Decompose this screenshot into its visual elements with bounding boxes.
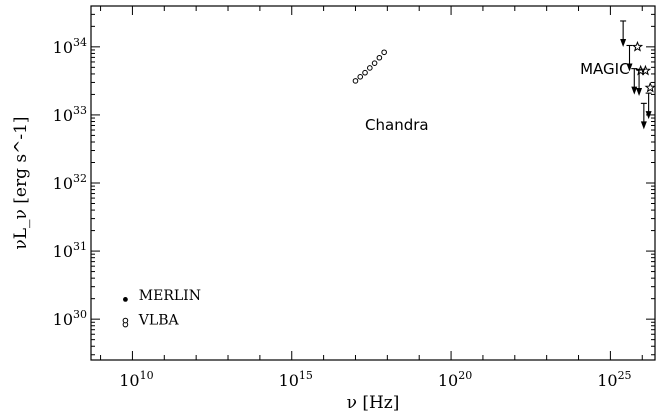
open-circle-point	[357, 74, 364, 80]
upper-limit-arrow	[631, 86, 638, 95]
x-tick-label: 1020	[438, 369, 472, 390]
y-tick-label: 1032	[53, 172, 87, 193]
x-axis-label: ν [Hz]	[347, 393, 400, 413]
upper-limit-arrow	[640, 121, 647, 130]
x-tick-label: 1025	[597, 369, 631, 390]
upper-limit-arrow	[620, 38, 627, 47]
open-circle-point	[122, 317, 129, 324]
open-circle-point	[352, 78, 359, 84]
upper-limit-arrow	[645, 111, 652, 120]
open-circle-point	[362, 69, 368, 76]
annotation-label: VLBA	[138, 313, 180, 329]
star-marker	[631, 40, 644, 52]
open-circle-point	[381, 49, 387, 56]
annotation-label: MAGIC	[580, 60, 629, 78]
upper-limit-arrow	[626, 63, 633, 72]
data-marks	[122, 20, 656, 328]
open-circle-point	[371, 60, 378, 66]
star-marker	[639, 64, 652, 76]
axis-ticks	[91, 6, 655, 360]
merlin-point	[123, 297, 128, 302]
upper-limit-arrow	[636, 87, 643, 96]
open-circle-point	[367, 65, 373, 71]
y-tick-label: 1034	[53, 36, 87, 57]
tick-labels: 1010 1015 1020 1025 1030 1031 1032 1033 1034	[53, 36, 632, 390]
y-tick-label: 1030	[53, 308, 87, 329]
annotation-label: MERLIN	[139, 288, 201, 304]
annotations: Chandra MAGIC MERLIN VLBA	[138, 60, 630, 329]
y-axis-label: νL_ν [erg s^-1]	[11, 116, 31, 249]
x-tick-label: 1010	[119, 369, 153, 390]
y-tick-label: 1031	[53, 240, 87, 261]
plot-frame	[90, 5, 656, 361]
y-tick-label: 1033	[53, 104, 87, 125]
open-circle-point	[376, 54, 383, 61]
x-tick-label: 1015	[279, 369, 313, 390]
star-marker	[644, 81, 656, 93]
annotation-label: Chandra	[365, 116, 429, 134]
